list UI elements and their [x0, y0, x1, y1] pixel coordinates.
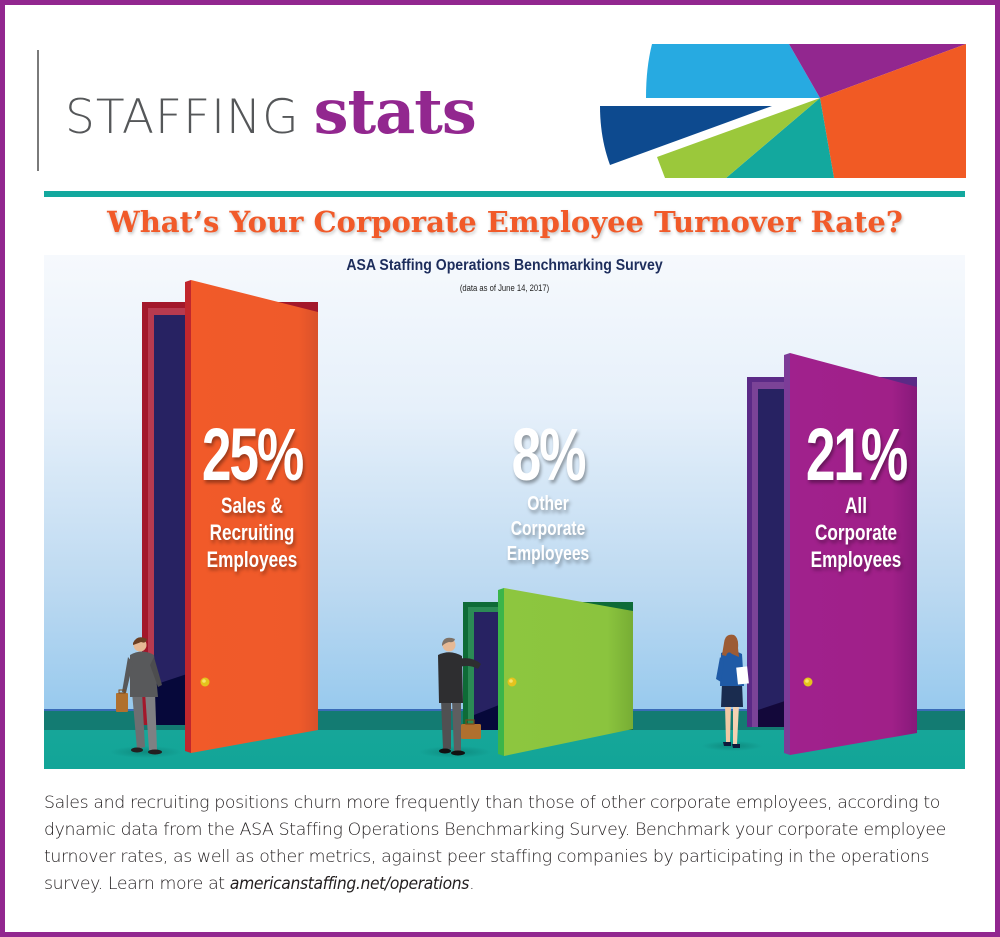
brand-word-staffing: STAFFING: [65, 90, 300, 145]
stat-label-line: Other: [527, 493, 569, 515]
header-divider: [37, 50, 39, 171]
brand-word-stats: stats: [313, 75, 477, 148]
stat-value: 21%: [805, 413, 908, 496]
doors-artwork: [110, 280, 917, 758]
pie-chart-logo-icon: [600, 44, 966, 178]
stat-sales-recruiting: 25% Sales & Recruiting Employees: [182, 418, 322, 573]
stat-label-line: Employees: [206, 547, 298, 572]
stat-value: 25%: [201, 413, 304, 496]
operations-survey-link[interactable]: americanstaffing.net/operations: [229, 874, 470, 894]
businessman-thinking-figure: [419, 637, 491, 758]
door-other-corporate: [463, 588, 633, 756]
door-sales-recruiting: [142, 280, 318, 753]
stat-value: 8%: [511, 413, 587, 496]
survey-title: ASA Staffing Operations Benchmarking Sur…: [346, 257, 663, 274]
stat-label-line: Corporate: [815, 520, 897, 545]
stat-label-line: Recruiting: [209, 520, 295, 545]
stat-label-line: Sales &: [220, 493, 284, 518]
doors-illustration: ASA Staffing Operations Benchmarking Sur…: [44, 255, 965, 769]
businesswoman-with-papers-figure: [702, 634, 762, 751]
brand-wordmark: STAFFING stats: [65, 75, 477, 148]
stat-label-line: Corporate: [510, 518, 586, 540]
businessman-with-briefcase-figure: [110, 637, 182, 758]
footer-body-text: Sales and recruiting positions churn mor…: [44, 793, 946, 894]
stat-all-corporate: 21% All Corporate Employees: [786, 418, 926, 573]
door-all-corporate: [747, 353, 917, 755]
stat-label-line: All: [845, 493, 867, 518]
survey-date-note: (data as of June 14, 2017): [459, 283, 550, 293]
stat-other-corporate: 8% Other Corporate Employees: [478, 418, 618, 567]
stat-label-line: Employees: [506, 543, 590, 565]
header-teal-rule: [44, 191, 965, 197]
footer-period: .: [469, 874, 475, 894]
page-title: What’s Your Corporate Employee Turnover …: [107, 205, 903, 239]
stat-label-line: Employees: [810, 547, 902, 572]
footer-description: Sales and recruiting positions churn mor…: [44, 790, 974, 898]
